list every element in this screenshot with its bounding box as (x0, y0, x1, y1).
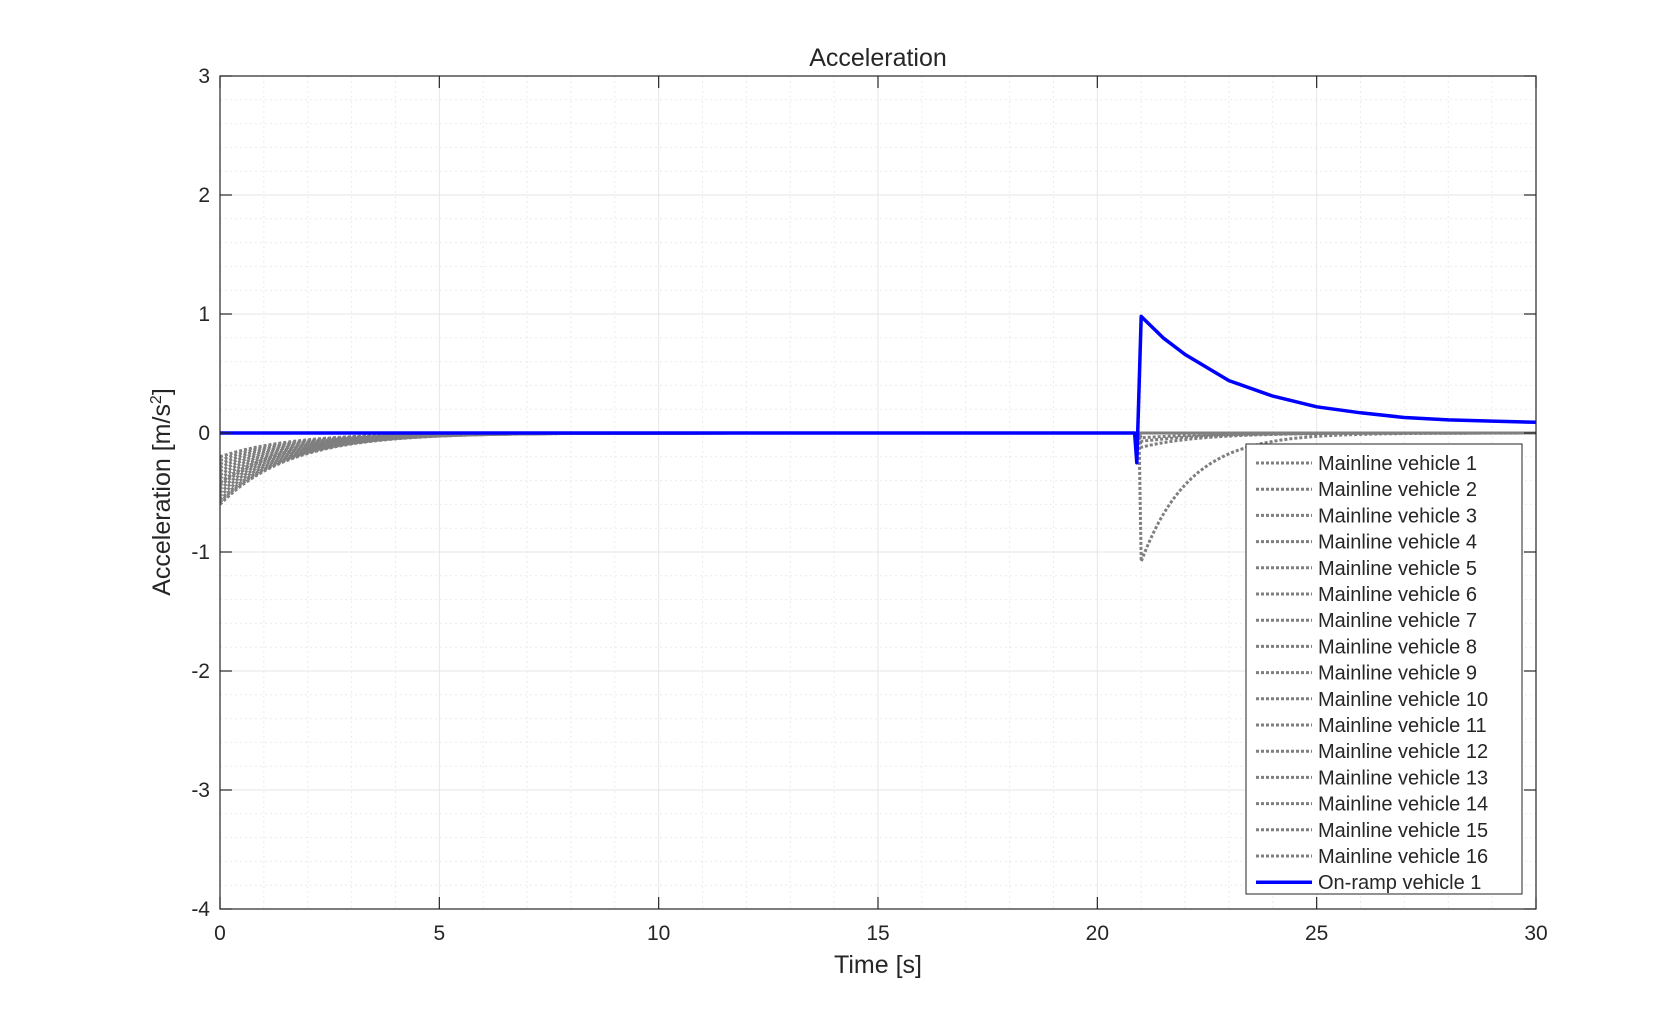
y-tick-label: -3 (191, 779, 210, 802)
legend-entry-label: Mainline vehicle 9 (1318, 663, 1477, 685)
y-tick-label: -2 (191, 660, 210, 683)
y-tick-labels: -4 -3 -2 -1 0 1 2 3 (191, 65, 210, 921)
legend-entry-label: Mainline vehicle 14 (1318, 794, 1488, 816)
y-axis-label-superscript: 2 (148, 395, 165, 404)
legend-entry-label: Mainline vehicle 4 (1318, 532, 1477, 554)
legend-entry-label: Mainline vehicle 16 (1318, 846, 1488, 868)
legend-entry-label: Mainline vehicle 6 (1318, 584, 1477, 606)
legend: Mainline vehicle 1 Mainline vehicle 2 Main… (1245, 443, 1523, 895)
y-tick-label: 0 (198, 422, 210, 445)
legend-entry-label: Mainline vehicle 5 (1318, 558, 1477, 580)
x-tick-label: 30 (1524, 922, 1547, 945)
y-axis-label-text: Acceleration [m/s (148, 404, 176, 596)
y-tick-label: 1 (198, 303, 210, 326)
legend-entry-label: Mainline vehicle 10 (1318, 689, 1488, 711)
x-tick-label: 20 (1086, 922, 1109, 945)
y-tick-label: -4 (191, 898, 210, 921)
x-tick-label: 15 (866, 922, 889, 945)
y-tick-label: -1 (191, 541, 210, 564)
y-tick-label: 2 (198, 184, 210, 207)
x-axis-label: Time [s] (834, 951, 922, 979)
legend-entry-label: Mainline vehicle 1 (1318, 453, 1477, 475)
legend-entry-label: Mainline vehicle 8 (1318, 636, 1477, 658)
series-layer (220, 314, 1536, 563)
legend-entry-label: Mainline vehicle 7 (1318, 610, 1477, 632)
y-axis-label-close: ] (148, 388, 176, 395)
legend-entry-label: Mainline vehicle 3 (1318, 505, 1477, 527)
x-tick-label: 10 (647, 922, 670, 945)
legend-entry-label: Mainline vehicle 13 (1318, 767, 1488, 789)
y-tick-label: 3 (198, 65, 210, 88)
series-line-onramp-1 (220, 314, 1536, 465)
legend-entry-label: On-ramp vehicle 1 (1318, 872, 1481, 894)
legend-entry-label: Mainline vehicle 11 (1318, 715, 1487, 737)
x-tick-labels: 0 5 10 15 20 25 30 (214, 922, 1548, 945)
x-tick-label: 0 (214, 922, 226, 945)
tick-marks (219, 75, 1537, 910)
x-tick-label: 25 (1305, 922, 1328, 945)
legend-entry-label: Mainline vehicle 15 (1318, 820, 1488, 842)
y-axis-label: Acceleration [m/s2] (148, 388, 176, 596)
legend-entry-label: Mainline vehicle 12 (1318, 741, 1488, 763)
chart-title: Acceleration (809, 44, 947, 72)
legend-box (1245, 443, 1523, 895)
x-tick-label: 5 (433, 922, 445, 945)
legend-entry-label: Mainline vehicle 2 (1318, 479, 1477, 501)
